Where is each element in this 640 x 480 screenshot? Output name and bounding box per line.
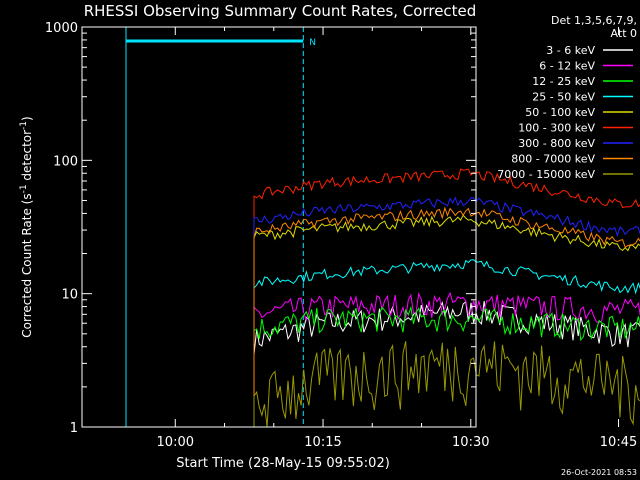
x-tick-label: 10:30 — [452, 435, 489, 450]
series-line — [253, 291, 640, 427]
x-tick-label: 10:00 — [157, 435, 194, 450]
legend-header: Det 1,3,5,6,7,9, — [551, 14, 637, 27]
legend-label: 6 - 12 keV — [539, 60, 595, 73]
x-tick-label: 10:15 — [304, 435, 341, 450]
legend-label: 50 - 100 keV — [525, 106, 595, 119]
series-line — [253, 206, 640, 427]
plot-area: N — [125, 27, 640, 428]
y-tick-label: 10 — [61, 288, 78, 303]
legend-label: 25 - 50 keV — [532, 91, 595, 104]
legend-label: 800 - 7000 keV — [511, 153, 595, 166]
series-line — [253, 168, 640, 427]
legend-label: 300 - 800 keV — [518, 137, 595, 150]
legend-header: Att 0 — [611, 27, 637, 40]
series-line — [253, 196, 640, 427]
legend-label: 100 - 300 keV — [518, 122, 595, 135]
legend-label: 7000 - 15000 keV — [497, 168, 595, 181]
y-tick-label: 1000 — [45, 21, 78, 36]
series-line — [253, 341, 640, 428]
axes: 110100100010:0010:1510:3010:4511:0011:15… — [45, 21, 637, 450]
legend: Det 1,3,5,6,7,9,Att 0 3 - 6 keV 6 - 12 keV… — [497, 14, 637, 181]
legend-label: 12 - 25 keV — [532, 75, 595, 88]
y-axis-label: Corrected Count Rate (s-1 detector-1) — [19, 116, 34, 337]
timestamp: 26-Oct-2021 08:53 — [561, 468, 637, 477]
series-line — [253, 259, 640, 427]
legend-label: 3 - 6 keV — [546, 44, 595, 57]
y-tick-label: 1 — [70, 421, 78, 436]
series-line — [253, 300, 640, 427]
x-axis-label: Start Time (28-May-15 09:55:02) — [176, 456, 390, 471]
series-line — [253, 305, 640, 427]
chart-title: RHESSI Observing Summary Count Rates, Co… — [84, 2, 477, 20]
plot-frame — [81, 26, 477, 428]
y-tick-label: 100 — [53, 154, 78, 169]
x-tick-label: 10:45 — [600, 435, 637, 450]
series-line — [253, 214, 640, 427]
night-marker-label: N — [309, 38, 316, 48]
